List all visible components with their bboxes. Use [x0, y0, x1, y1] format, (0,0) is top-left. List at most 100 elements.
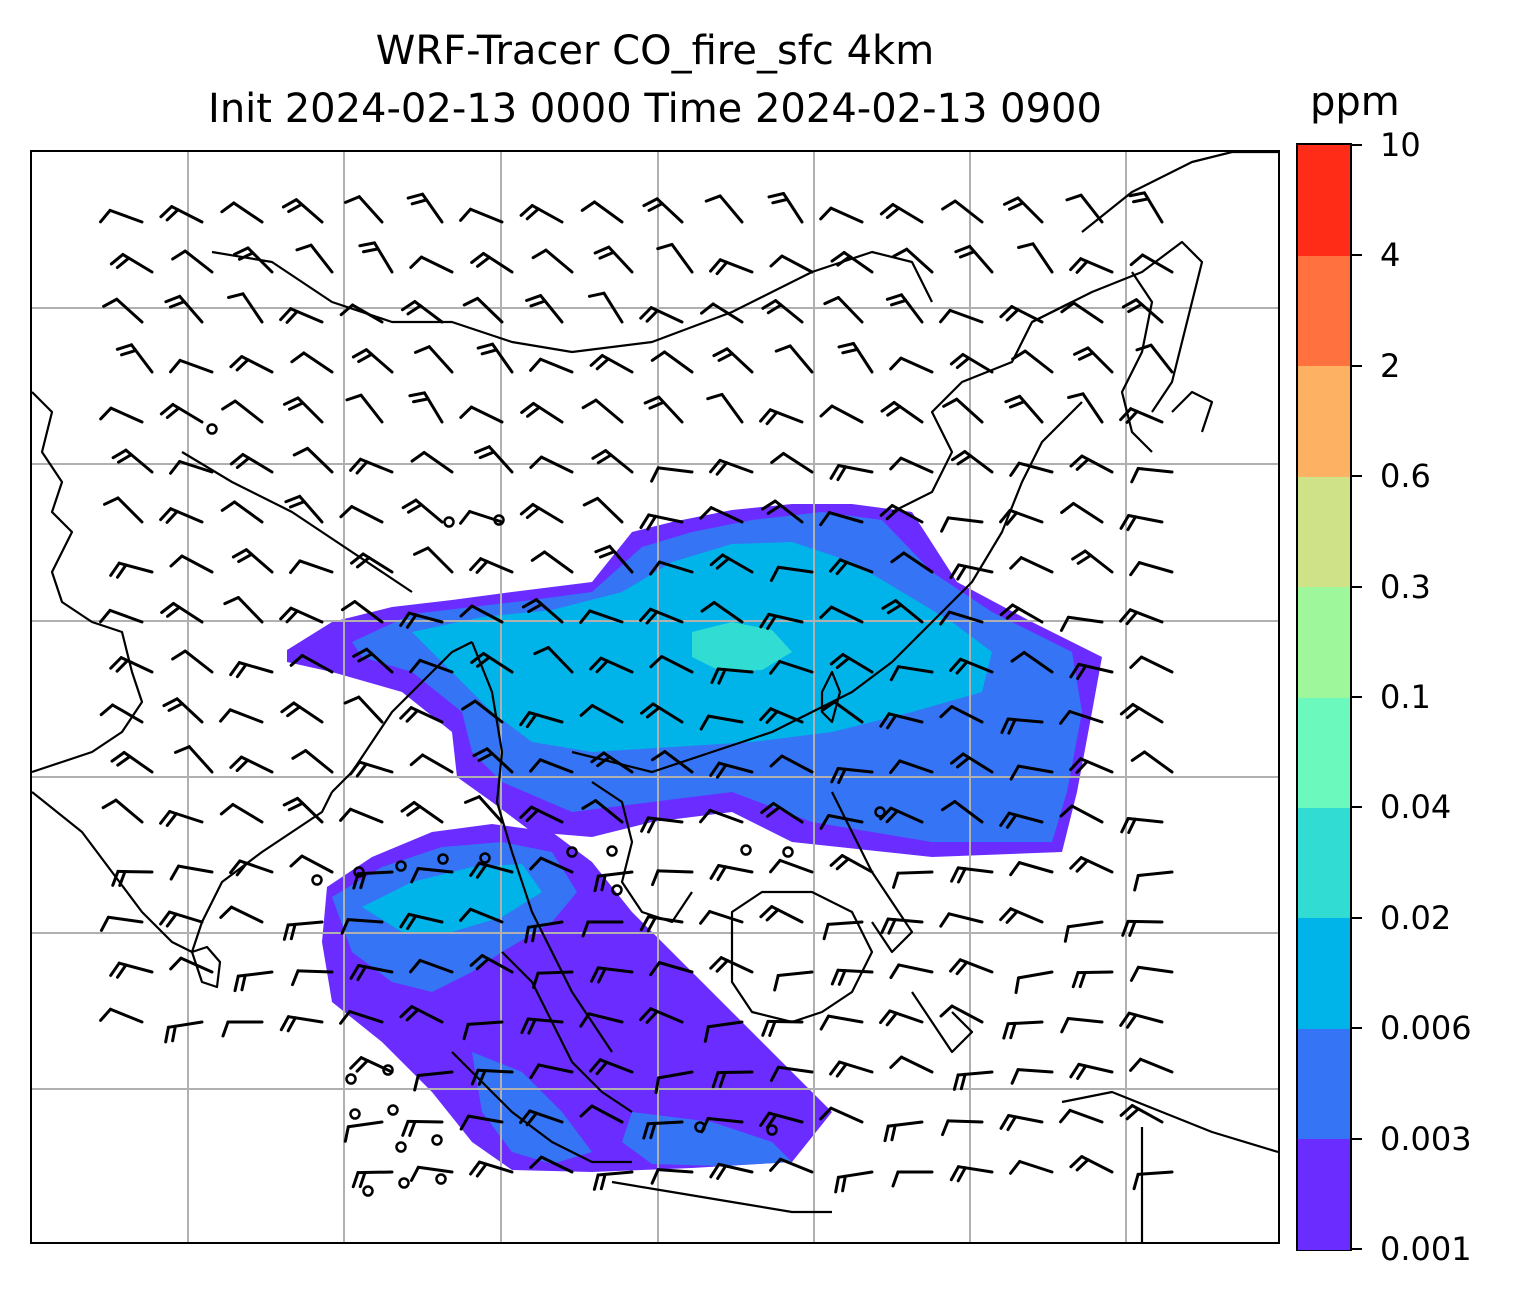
wind-barb [229, 452, 274, 474]
wind-barb [531, 248, 574, 274]
plume-blob-bottom [622, 1112, 792, 1166]
wind-barb [889, 963, 934, 980]
wind-barb [99, 915, 144, 932]
wind-barb [162, 697, 204, 724]
wind-barb [890, 551, 934, 574]
wind-barb [229, 355, 274, 374]
wind-barb [649, 560, 694, 576]
wind-barb [639, 607, 684, 625]
wind-barb [219, 708, 264, 724]
wind-barb [282, 920, 324, 941]
wind-barb [699, 909, 744, 925]
wind-barb [229, 755, 274, 774]
wind-barb [233, 246, 274, 274]
calm-wind-circle [766, 1124, 778, 1136]
wind-barb [820, 700, 864, 724]
wind-barb [709, 761, 754, 779]
coast-srilanka [190, 945, 222, 989]
wind-barb [459, 207, 504, 224]
border-himalaya [181, 451, 413, 593]
wind-barb [999, 1114, 1044, 1132]
wind-barb [829, 854, 874, 874]
wind-barb [399, 706, 444, 724]
wind-barb [343, 1120, 384, 1143]
coast-sumatra [451, 1051, 632, 1164]
wind-barb [699, 808, 744, 824]
wind-barb [656, 242, 694, 274]
wind-barb [283, 396, 324, 424]
colorbar-tick [1352, 585, 1362, 588]
wind-barb [295, 243, 334, 274]
coast-taiwan [820, 670, 842, 724]
colorbar-segment [1298, 586, 1350, 698]
wind-barb [530, 550, 574, 574]
calm-wind-circle [362, 1185, 374, 1197]
wind-barb [1002, 1020, 1044, 1040]
wind-barb [829, 652, 874, 674]
colorbar-segment [1298, 697, 1350, 808]
wind-barb [401, 498, 444, 524]
wind-barb [711, 1070, 754, 1089]
wind-barb [219, 802, 264, 824]
wind-barb [650, 350, 694, 374]
wind-barb [1060, 301, 1104, 324]
wind-barb [891, 1170, 934, 1188]
wind-barb [292, 446, 334, 474]
wind-barb [709, 458, 754, 476]
wind-barb [941, 1119, 984, 1137]
colorbar-tick-label: 0.001 [1380, 1230, 1472, 1268]
wind-barb [339, 505, 384, 524]
wind-barb [219, 905, 264, 924]
wind-barb [949, 563, 994, 581]
wind-barb [589, 354, 634, 374]
wind-barb [650, 1168, 694, 1185]
wind-barb [159, 402, 204, 424]
colorbar-segment [1298, 1028, 1350, 1140]
coast-borneo [730, 890, 874, 1024]
wind-barb [291, 749, 334, 774]
wind-barb [649, 961, 694, 977]
wind-barb [709, 864, 754, 882]
coast-java [611, 1180, 832, 1214]
wind-barb [593, 245, 634, 274]
wind-barb [642, 197, 684, 224]
wind-barb [999, 305, 1044, 324]
colorbar-tick [1352, 806, 1362, 809]
calm-wind-circle [382, 1064, 394, 1076]
wind-barb [164, 294, 204, 324]
lat-lon-gridlines [32, 152, 1278, 1242]
wind-barb [358, 241, 394, 274]
wind-barb [709, 956, 754, 974]
wind-barb [472, 747, 514, 774]
wind-barb [643, 395, 684, 424]
coast-malaysia [501, 951, 633, 1113]
wind-barb [1010, 650, 1054, 674]
wind-barb [399, 912, 444, 930]
wind-barb [949, 1165, 994, 1183]
wind-barb [590, 751, 634, 774]
coast-burma [470, 641, 613, 1053]
wind-barb [109, 252, 154, 274]
wind-barb [1059, 1108, 1104, 1124]
wind-barb [279, 606, 324, 624]
wind-barb [469, 557, 514, 574]
wind-barb [712, 347, 754, 374]
wind-barb [949, 657, 994, 675]
wind-barb [99, 608, 144, 624]
wind-barb [999, 508, 1044, 526]
wind-barb [109, 561, 154, 579]
wind-barb [819, 511, 864, 527]
wind-barb [223, 596, 264, 624]
wind-barb [999, 907, 1044, 924]
wind-barb [879, 504, 924, 524]
wind-barb [709, 258, 754, 276]
wind-barb [413, 1070, 454, 1092]
colorbar-tick-label: 0.6 [1380, 457, 1431, 496]
wind-barb [521, 598, 564, 624]
wind-barb [830, 968, 874, 986]
colorbar-tick [1352, 916, 1362, 919]
wind-barb [343, 195, 384, 224]
wind-barb [579, 1104, 624, 1124]
wind-barb [350, 552, 394, 574]
wind-barb [950, 752, 994, 774]
